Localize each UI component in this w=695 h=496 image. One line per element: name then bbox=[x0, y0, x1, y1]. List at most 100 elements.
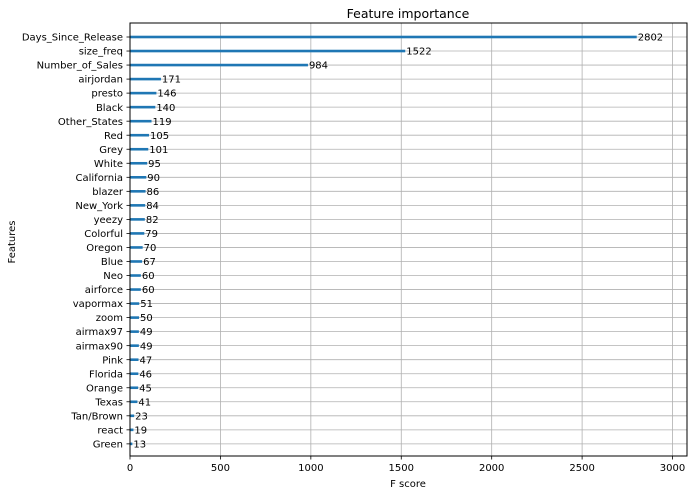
x-tick-label: 3000 bbox=[660, 463, 685, 474]
x-tick-label: 2000 bbox=[479, 463, 504, 474]
bar bbox=[130, 218, 145, 221]
x-tick-label: 2500 bbox=[569, 463, 594, 474]
y-tick-label: Tan/Brown bbox=[70, 411, 123, 422]
bar bbox=[130, 161, 148, 165]
bar bbox=[130, 442, 133, 446]
y-tick-label: Orange bbox=[86, 383, 123, 394]
x-tick-label: 1500 bbox=[389, 463, 414, 474]
bar bbox=[130, 386, 139, 390]
y-tick-label: New_York bbox=[75, 201, 123, 212]
y-tick-label: Other_States bbox=[58, 117, 123, 128]
y-tick-label: airmax97 bbox=[76, 327, 123, 338]
bar-value-label: 84 bbox=[146, 201, 159, 212]
bar-value-label: 46 bbox=[139, 369, 152, 380]
y-tick-label: Grey bbox=[99, 145, 123, 156]
bar-value-label: 60 bbox=[142, 285, 155, 296]
bar bbox=[130, 260, 143, 263]
bar bbox=[130, 232, 145, 235]
bar-value-label: 41 bbox=[138, 397, 151, 408]
bar bbox=[130, 302, 140, 305]
value-labels: 2802 1522 984 171 146 140 119 105 101 95 90 86 84 82 7… bbox=[133, 33, 663, 451]
y-tick-label: Number_of_Sales bbox=[37, 61, 123, 72]
bar bbox=[130, 274, 141, 277]
x-tick-label: 1000 bbox=[298, 463, 323, 474]
bar bbox=[130, 77, 161, 81]
y-tick-label: Neo bbox=[103, 271, 123, 282]
bar-value-label: 13 bbox=[133, 439, 146, 450]
bar-value-label: 90 bbox=[147, 173, 160, 184]
bar-value-label: 146 bbox=[157, 89, 176, 100]
y-tick-label: presto bbox=[91, 89, 123, 100]
bar bbox=[130, 372, 139, 376]
bar bbox=[130, 147, 149, 151]
bar bbox=[130, 288, 141, 291]
bar-value-label: 70 bbox=[144, 243, 157, 254]
bar-value-label: 49 bbox=[140, 341, 153, 352]
bar bbox=[130, 49, 406, 53]
bar-value-label: 101 bbox=[149, 145, 168, 156]
bar-value-label: 984 bbox=[309, 61, 328, 72]
bar-value-label: 95 bbox=[148, 159, 161, 170]
bar bbox=[130, 105, 156, 109]
y-tick-label: zoom bbox=[96, 313, 123, 324]
y-tick-label: Pink bbox=[102, 355, 123, 366]
y-tick-label: Texas bbox=[94, 397, 123, 408]
plot-frame bbox=[129, 22, 688, 457]
y-tick-label: Green bbox=[93, 439, 123, 450]
bar-value-label: 140 bbox=[156, 103, 175, 114]
chart-title: Feature importance bbox=[347, 6, 470, 21]
bar-value-label: 82 bbox=[146, 215, 159, 226]
bar-value-label: 2802 bbox=[638, 33, 663, 44]
bar-value-label: 23 bbox=[135, 411, 148, 422]
bar bbox=[130, 330, 139, 333]
y-tick-label: size_freq bbox=[79, 47, 123, 58]
bar bbox=[130, 344, 139, 347]
y-tick-label: vapormax bbox=[73, 299, 123, 310]
y-tick-label: Blue bbox=[101, 257, 123, 268]
y-tick-label: Oregon bbox=[86, 243, 123, 254]
y-tick-label: Florida bbox=[89, 369, 123, 380]
y-tick-label: react bbox=[97, 425, 123, 436]
bar bbox=[130, 358, 139, 361]
bar-value-label: 67 bbox=[143, 257, 156, 268]
x-tick-label: 500 bbox=[211, 463, 230, 474]
bars bbox=[130, 35, 637, 446]
x-axis-ticks: 0 500 1000 1500 2000 2500 3000 bbox=[127, 456, 685, 474]
bar-value-label: 79 bbox=[145, 229, 158, 240]
bar-value-label: 171 bbox=[162, 75, 181, 86]
y-tick-label: White bbox=[94, 159, 123, 170]
y-axis-title: Features bbox=[7, 221, 18, 264]
y-tick-label: yeezy bbox=[94, 215, 123, 226]
bar-value-label: 86 bbox=[147, 187, 160, 198]
y-axis-ticks: Days_Since_Release size_freq Number_of_Sal… bbox=[22, 33, 130, 450]
bar bbox=[130, 176, 147, 179]
bar-value-label: 105 bbox=[150, 131, 169, 142]
y-tick-label: Black bbox=[96, 103, 123, 114]
bar-value-label: 19 bbox=[134, 425, 147, 436]
y-tick-label: airforce bbox=[85, 285, 123, 296]
bar-value-label: 1522 bbox=[406, 47, 431, 58]
bar bbox=[130, 91, 157, 95]
y-tick-label: Red bbox=[104, 131, 123, 142]
bar-value-label: 60 bbox=[142, 271, 155, 282]
bar bbox=[130, 414, 135, 418]
bar bbox=[130, 35, 637, 39]
bar-value-label: 47 bbox=[139, 355, 152, 366]
bar-value-label: 49 bbox=[140, 327, 153, 338]
y-tick-label: California bbox=[76, 173, 124, 184]
bar-value-label: 119 bbox=[153, 117, 172, 128]
y-tick-label: Days_Since_Release bbox=[22, 33, 123, 44]
bar-value-label: 51 bbox=[140, 299, 153, 310]
bar bbox=[130, 316, 140, 319]
bar bbox=[130, 63, 308, 67]
bar bbox=[130, 428, 134, 432]
bar bbox=[130, 400, 138, 404]
bar bbox=[130, 119, 152, 123]
y-tick-label: airmax90 bbox=[76, 341, 123, 352]
y-tick-label: airjordan bbox=[78, 75, 123, 86]
bar bbox=[130, 204, 146, 207]
bar bbox=[130, 246, 143, 249]
bar-value-label: 50 bbox=[140, 313, 153, 324]
y-tick-label: blazer bbox=[92, 187, 124, 198]
